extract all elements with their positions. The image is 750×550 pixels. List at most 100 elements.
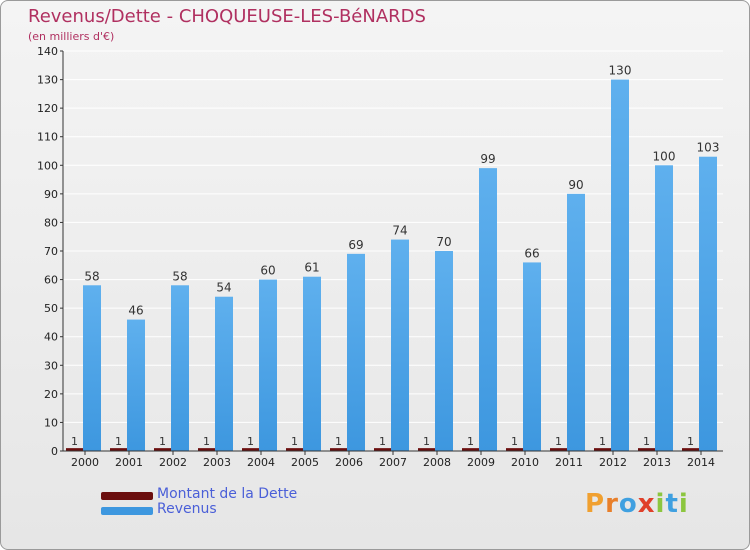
chart-subtitle: (en milliers d'€) bbox=[28, 30, 115, 43]
bar-revenus-2012 bbox=[611, 79, 629, 452]
x-tick-label: 2006 bbox=[335, 456, 363, 469]
x-tick-label: 2012 bbox=[599, 456, 627, 469]
legend-swatch-revenus bbox=[101, 507, 153, 515]
x-tick-label: 2014 bbox=[687, 456, 715, 469]
bar-revenus-2003 bbox=[215, 296, 233, 451]
y-tick-label: 90 bbox=[44, 188, 58, 201]
x-tick-label: 2004 bbox=[247, 456, 275, 469]
logo-letter: i bbox=[678, 489, 689, 519]
data-label-dette: 1 bbox=[159, 435, 166, 448]
bar-dette-2006 bbox=[330, 448, 347, 451]
data-label-revenus: 99 bbox=[480, 152, 495, 166]
bar-dette-2005 bbox=[286, 448, 303, 451]
x-tick-label: 2013 bbox=[643, 456, 671, 469]
bar-dette-2014 bbox=[682, 448, 699, 451]
logo-letter: r bbox=[605, 489, 619, 519]
bar-revenus-2006 bbox=[347, 253, 365, 451]
data-label-dette: 1 bbox=[291, 435, 298, 448]
proxiti-logo: Proxiti bbox=[585, 489, 689, 519]
bar-revenus-2005 bbox=[303, 276, 321, 451]
bar-revenus-2004 bbox=[259, 279, 277, 451]
data-label-dette: 1 bbox=[71, 435, 78, 448]
data-label-dette: 1 bbox=[335, 435, 342, 448]
data-label-revenus: 70 bbox=[436, 235, 451, 249]
y-tick-label: 120 bbox=[37, 102, 58, 115]
y-tick-label: 40 bbox=[44, 331, 58, 344]
bar-dette-2011 bbox=[550, 448, 567, 451]
data-label-revenus: 103 bbox=[697, 141, 720, 155]
x-tick-label: 2007 bbox=[379, 456, 407, 469]
bar-revenus-2007 bbox=[391, 239, 409, 451]
data-label-dette: 1 bbox=[423, 435, 430, 448]
bar-revenus-2002 bbox=[171, 285, 189, 451]
logo-letter: o bbox=[618, 489, 638, 519]
x-tick-label: 2003 bbox=[203, 456, 231, 469]
data-label-revenus: 74 bbox=[392, 224, 407, 238]
bar-revenus-2009 bbox=[479, 168, 497, 451]
bar-dette-2002 bbox=[154, 448, 171, 451]
y-tick-label: 130 bbox=[37, 74, 58, 87]
logo-letter: t bbox=[665, 489, 679, 519]
x-tick-label: 2011 bbox=[555, 456, 583, 469]
bar-dette-2009 bbox=[462, 448, 479, 451]
data-label-dette: 1 bbox=[643, 435, 650, 448]
data-label-revenus: 130 bbox=[609, 64, 632, 78]
data-label-revenus: 61 bbox=[304, 261, 319, 275]
x-tick-label: 2008 bbox=[423, 456, 451, 469]
logo-letter: P bbox=[585, 489, 606, 519]
bar-dette-2000 bbox=[66, 448, 83, 451]
data-label-dette: 1 bbox=[467, 435, 474, 448]
y-tick-label: 140 bbox=[37, 45, 58, 58]
data-label-revenus: 58 bbox=[84, 269, 99, 283]
bar-dette-2012 bbox=[594, 448, 611, 451]
bar-dette-2008 bbox=[418, 448, 435, 451]
y-tick-label: 110 bbox=[37, 131, 58, 144]
y-tick-label: 30 bbox=[44, 359, 58, 372]
data-label-revenus: 69 bbox=[348, 238, 363, 252]
x-tick-label: 2010 bbox=[511, 456, 539, 469]
data-label-dette: 1 bbox=[379, 435, 386, 448]
logo-letter: x bbox=[637, 489, 656, 519]
bar-dette-2010 bbox=[506, 448, 523, 451]
x-tick-label: 2009 bbox=[467, 456, 495, 469]
y-tick-label: 50 bbox=[44, 302, 58, 315]
data-label-dette: 1 bbox=[203, 435, 210, 448]
x-tick-label: 2005 bbox=[291, 456, 319, 469]
data-label-dette: 1 bbox=[555, 435, 562, 448]
x-tick-label: 2002 bbox=[159, 456, 187, 469]
y-tick-label: 80 bbox=[44, 216, 58, 229]
bar-dette-2007 bbox=[374, 448, 391, 451]
bar-dette-2003 bbox=[198, 448, 215, 451]
bar-revenus-2000 bbox=[83, 285, 101, 451]
data-label-dette: 1 bbox=[247, 435, 254, 448]
x-tick-label: 2000 bbox=[71, 456, 99, 469]
data-label-revenus: 46 bbox=[128, 304, 143, 318]
y-tick-label: 70 bbox=[44, 245, 58, 258]
bar-revenus-2013 bbox=[655, 165, 673, 452]
data-label-dette: 1 bbox=[115, 435, 122, 448]
y-tick-label: 0 bbox=[51, 445, 58, 458]
y-tick-label: 20 bbox=[44, 388, 58, 401]
data-label-dette: 1 bbox=[687, 435, 694, 448]
bar-dette-2013 bbox=[638, 448, 655, 451]
data-label-revenus: 66 bbox=[524, 246, 539, 260]
data-label-revenus: 58 bbox=[172, 269, 187, 283]
logo-letter: i bbox=[655, 489, 666, 519]
bar-revenus-2010 bbox=[523, 262, 541, 451]
bar-dette-2004 bbox=[242, 448, 259, 451]
bar-dette-2001 bbox=[110, 448, 127, 451]
data-label-revenus: 54 bbox=[216, 281, 231, 295]
y-tick-label: 100 bbox=[37, 159, 58, 172]
data-label-dette: 1 bbox=[599, 435, 606, 448]
bar-revenus-2001 bbox=[127, 319, 145, 451]
bar-revenus-2008 bbox=[435, 251, 453, 451]
data-label-revenus: 60 bbox=[260, 264, 275, 278]
bar-revenus-2011 bbox=[567, 193, 585, 451]
data-label-revenus: 90 bbox=[568, 178, 583, 192]
y-tick-label: 10 bbox=[44, 416, 58, 429]
legend-label-revenus: Revenus bbox=[157, 501, 217, 517]
y-tick-label: 60 bbox=[44, 274, 58, 287]
data-label-revenus: 100 bbox=[653, 149, 676, 163]
